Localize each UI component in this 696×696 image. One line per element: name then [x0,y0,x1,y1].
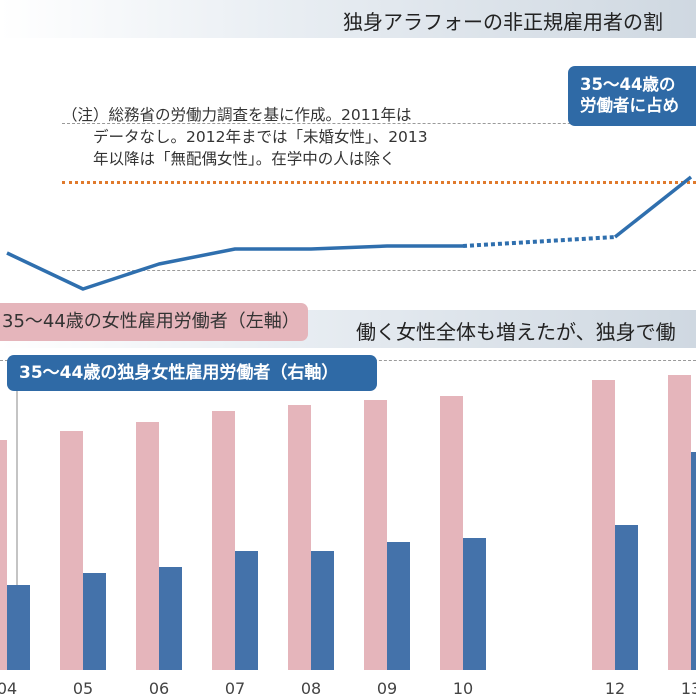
x-tick-label: 05 [73,679,93,696]
gridline [62,270,696,271]
source-note: （注）総務省の労働力調査を基に作成。2011年は データなし。2012年までは「… [62,106,428,168]
bar-single-women-09 [387,542,410,670]
top-title-band [0,0,696,38]
bar-single-women-13 [691,452,696,670]
bar-single-women-04 [7,585,30,670]
legend-single-women: 35〜44歳の独身女性雇用労働者（右軸） [7,355,377,391]
x-tick-label: 13 [681,679,696,696]
bar-all-women-08 [288,405,311,670]
x-tick-label: 10 [453,679,473,696]
x-tick-label: 04 [0,679,17,696]
line-series-callout: 35〜44歳の 労働者に占め [568,66,696,126]
bar-single-women-05 [83,573,106,670]
gridline [62,123,696,124]
bar-all-women-09 [364,400,387,670]
line-chart-title: 独身アラフォーの非正規雇用者の割 [343,10,663,34]
bar-chart-title: 働く女性全体も増えたが、独身で働 [356,320,676,344]
bar-all-women-05 [60,431,83,670]
bar-all-women-07 [212,411,235,670]
reference-line-orange [62,181,696,184]
line-gap-dotted [462,235,616,248]
bar-all-women-10 [440,396,463,670]
line-segment [613,175,693,239]
bar-all-women-06 [136,422,159,670]
legend-all-women: 35〜44歳の女性雇用労働者（左軸） [0,303,308,341]
x-tick-label: 12 [605,679,625,696]
x-tick-label: 07 [225,679,245,696]
line-segment [6,244,463,291]
bar-single-women-06 [159,567,182,670]
bar-all-women-13 [668,375,691,670]
bar-single-women-08 [311,551,334,670]
x-tick-label: 08 [301,679,321,696]
x-tick-label: 06 [149,679,169,696]
bar-single-women-10 [463,538,486,670]
bar-all-women-04 [0,440,7,670]
bar-single-women-12 [615,525,638,670]
bar-all-women-12 [592,380,615,670]
bar-single-women-07 [235,551,258,670]
x-tick-label: 09 [377,679,397,696]
